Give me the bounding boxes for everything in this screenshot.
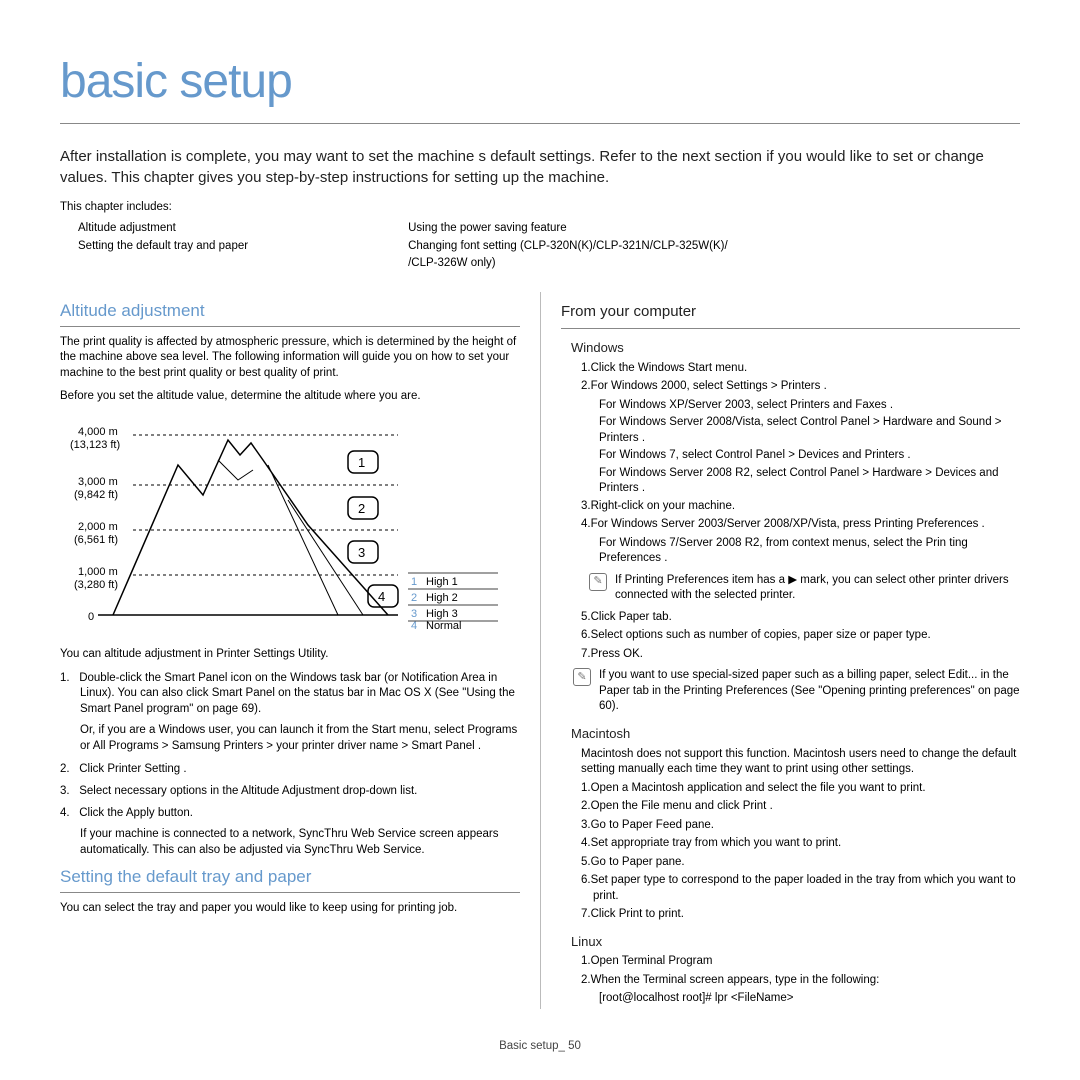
note-box: ✎ If you want to use special-sized paper… [573,668,1020,715]
svg-text:0: 0 [88,611,94,623]
toc-item: Changing font setting (CLP-320N(K)/CLP-3… [408,239,728,255]
linux-heading: Linux [571,933,1020,951]
title-rule [60,123,1020,124]
toc-left: Altitude adjustment Setting the default … [78,221,248,274]
mac-step: 2.Open the File menu and click Print . [571,799,1020,815]
step-text: Click the Apply button. [79,807,193,819]
svg-text:3: 3 [411,608,417,620]
step-sub: If your machine is connected to a networ… [80,827,520,858]
svg-text:Normal: Normal [426,620,461,630]
svg-text:1,000 m: 1,000 m [78,566,118,578]
note-icon: ✎ [589,573,607,591]
note-icon: ✎ [573,668,591,686]
svg-text:High 3: High 3 [426,608,458,620]
step: 1. Double-click the Smart Panel icon on … [60,671,520,718]
note-text: If Printing Preferences item has a ▶ mar… [615,573,1020,604]
toc: Altitude adjustment Setting the default … [78,221,1020,274]
win-step: 1.Click the Windows Start menu. [571,361,1020,377]
win-step: 5.Click Paper tab. [571,610,1020,626]
toc-item: Altitude adjustment [78,221,248,237]
section-rule [60,326,520,327]
svg-text:(13,123 ft): (13,123 ft) [70,439,120,451]
step-text: Double-click the Smart Panel icon on the… [79,672,515,715]
win-substep: For Windows 7, select Control Panel > De… [599,448,1020,464]
windows-heading: Windows [571,339,1020,357]
altitude-heading: Altitude adjustment [60,300,520,323]
svg-text:High 1: High 1 [426,576,458,588]
tray-p1: You can select the tray and paper you wo… [60,901,520,917]
win-step: 4.For Windows Server 2003/Server 2008/XP… [571,517,1020,533]
step: 4. Click the Apply button. [60,806,520,822]
toc-right: Using the power saving feature Changing … [408,221,728,274]
includes-label: This chapter includes: [60,200,1020,216]
intro-paragraph: After installation is complete, you may … [60,146,1020,188]
mac-step: 6.Set paper type to correspond to the pa… [571,873,1020,904]
win-step: 7.Press OK. [571,647,1020,663]
toc-item: Using the power saving feature [408,221,728,237]
step: 3. Select necessary options in the Altit… [60,784,520,800]
note-box: ✎ If Printing Preferences item has a ▶ m… [589,573,1020,604]
mac-step: 7.Click Print to print. [571,907,1020,923]
computer-heading: From your computer [561,302,1020,322]
mac-heading: Macintosh [571,725,1020,743]
svg-text:4,000 m: 4,000 m [78,426,118,438]
svg-text:4: 4 [411,620,417,630]
linux-step: 1.Open Terminal Program [571,954,1020,970]
step: 2. Click Printer Setting . [60,762,520,778]
altitude-p3: You can altitude adjustment in Printer S… [60,647,520,663]
win-substep: For Windows 7/Server 2008 R2, from conte… [599,536,1020,567]
step-sub: Or, if you are a Windows user, you can l… [80,723,520,754]
svg-text:2: 2 [411,592,417,604]
svg-text:3: 3 [358,545,365,560]
mac-step: 4.Set appropriate tray from which you wa… [571,836,1020,852]
win-step: 2.For Windows 2000, select Settings > Pr… [571,379,1020,395]
section-rule [60,892,520,893]
win-step: 3.Right-click on your machine. [571,499,1020,515]
svg-text:1: 1 [411,576,417,588]
svg-text:(3,280 ft): (3,280 ft) [74,579,118,591]
linux-step: 2.When the Terminal screen appears, type… [571,973,1020,989]
right-column: From your computer Windows 1.Click the W… [540,292,1020,1009]
left-column: Altitude adjustment The print quality is… [60,292,540,1009]
svg-text:2: 2 [358,501,365,516]
tray-heading: Setting the default tray and paper [60,866,520,889]
svg-text:High 2: High 2 [426,592,458,604]
altitude-diagram: 4,000 m(13,123 ft) 3,000 m(9,842 ft) 2,0… [68,415,520,636]
step-text: Click Printer Setting . [79,763,186,775]
linux-substep: [root@localhost root]# lpr <FileName> [599,991,1020,1007]
svg-text:(6,561 ft): (6,561 ft) [74,534,118,546]
section-rule [561,328,1020,329]
mac-p: Macintosh does not support this function… [571,747,1020,778]
svg-text:(9,842 ft): (9,842 ft) [74,489,118,501]
step-text: Select necessary options in the Altitude… [79,785,417,797]
page-footer: Basic setup_ 50 [60,1039,1020,1055]
toc-item: Setting the default tray and paper [78,239,248,255]
page-title: basic setup [60,50,1020,115]
svg-text:4: 4 [378,589,385,604]
note-text: If you want to use special-sized paper s… [599,668,1020,715]
altitude-p1: The print quality is affected by atmosph… [60,335,520,382]
toc-item: /CLP-326W only) [408,256,728,272]
win-substep: For Windows Server 2008 R2, select Contr… [599,466,1020,497]
svg-text:3,000 m: 3,000 m [78,476,118,488]
win-step: 6.Select options such as number of copie… [571,628,1020,644]
win-substep: For Windows Server 2008/Vista, select Co… [599,415,1020,446]
mac-step: 3.Go to Paper Feed pane. [571,818,1020,834]
mac-step: 5.Go to Paper pane. [571,855,1020,871]
two-columns: Altitude adjustment The print quality is… [60,292,1020,1009]
mac-step: 1.Open a Macintosh application and selec… [571,781,1020,797]
win-substep: For Windows XP/Server 2003, select Print… [599,398,1020,414]
svg-text:1: 1 [358,455,365,470]
diagram-svg: 4,000 m(13,123 ft) 3,000 m(9,842 ft) 2,0… [68,415,508,630]
svg-text:2,000 m: 2,000 m [78,521,118,533]
altitude-p2: Before you set the altitude value, deter… [60,389,520,405]
